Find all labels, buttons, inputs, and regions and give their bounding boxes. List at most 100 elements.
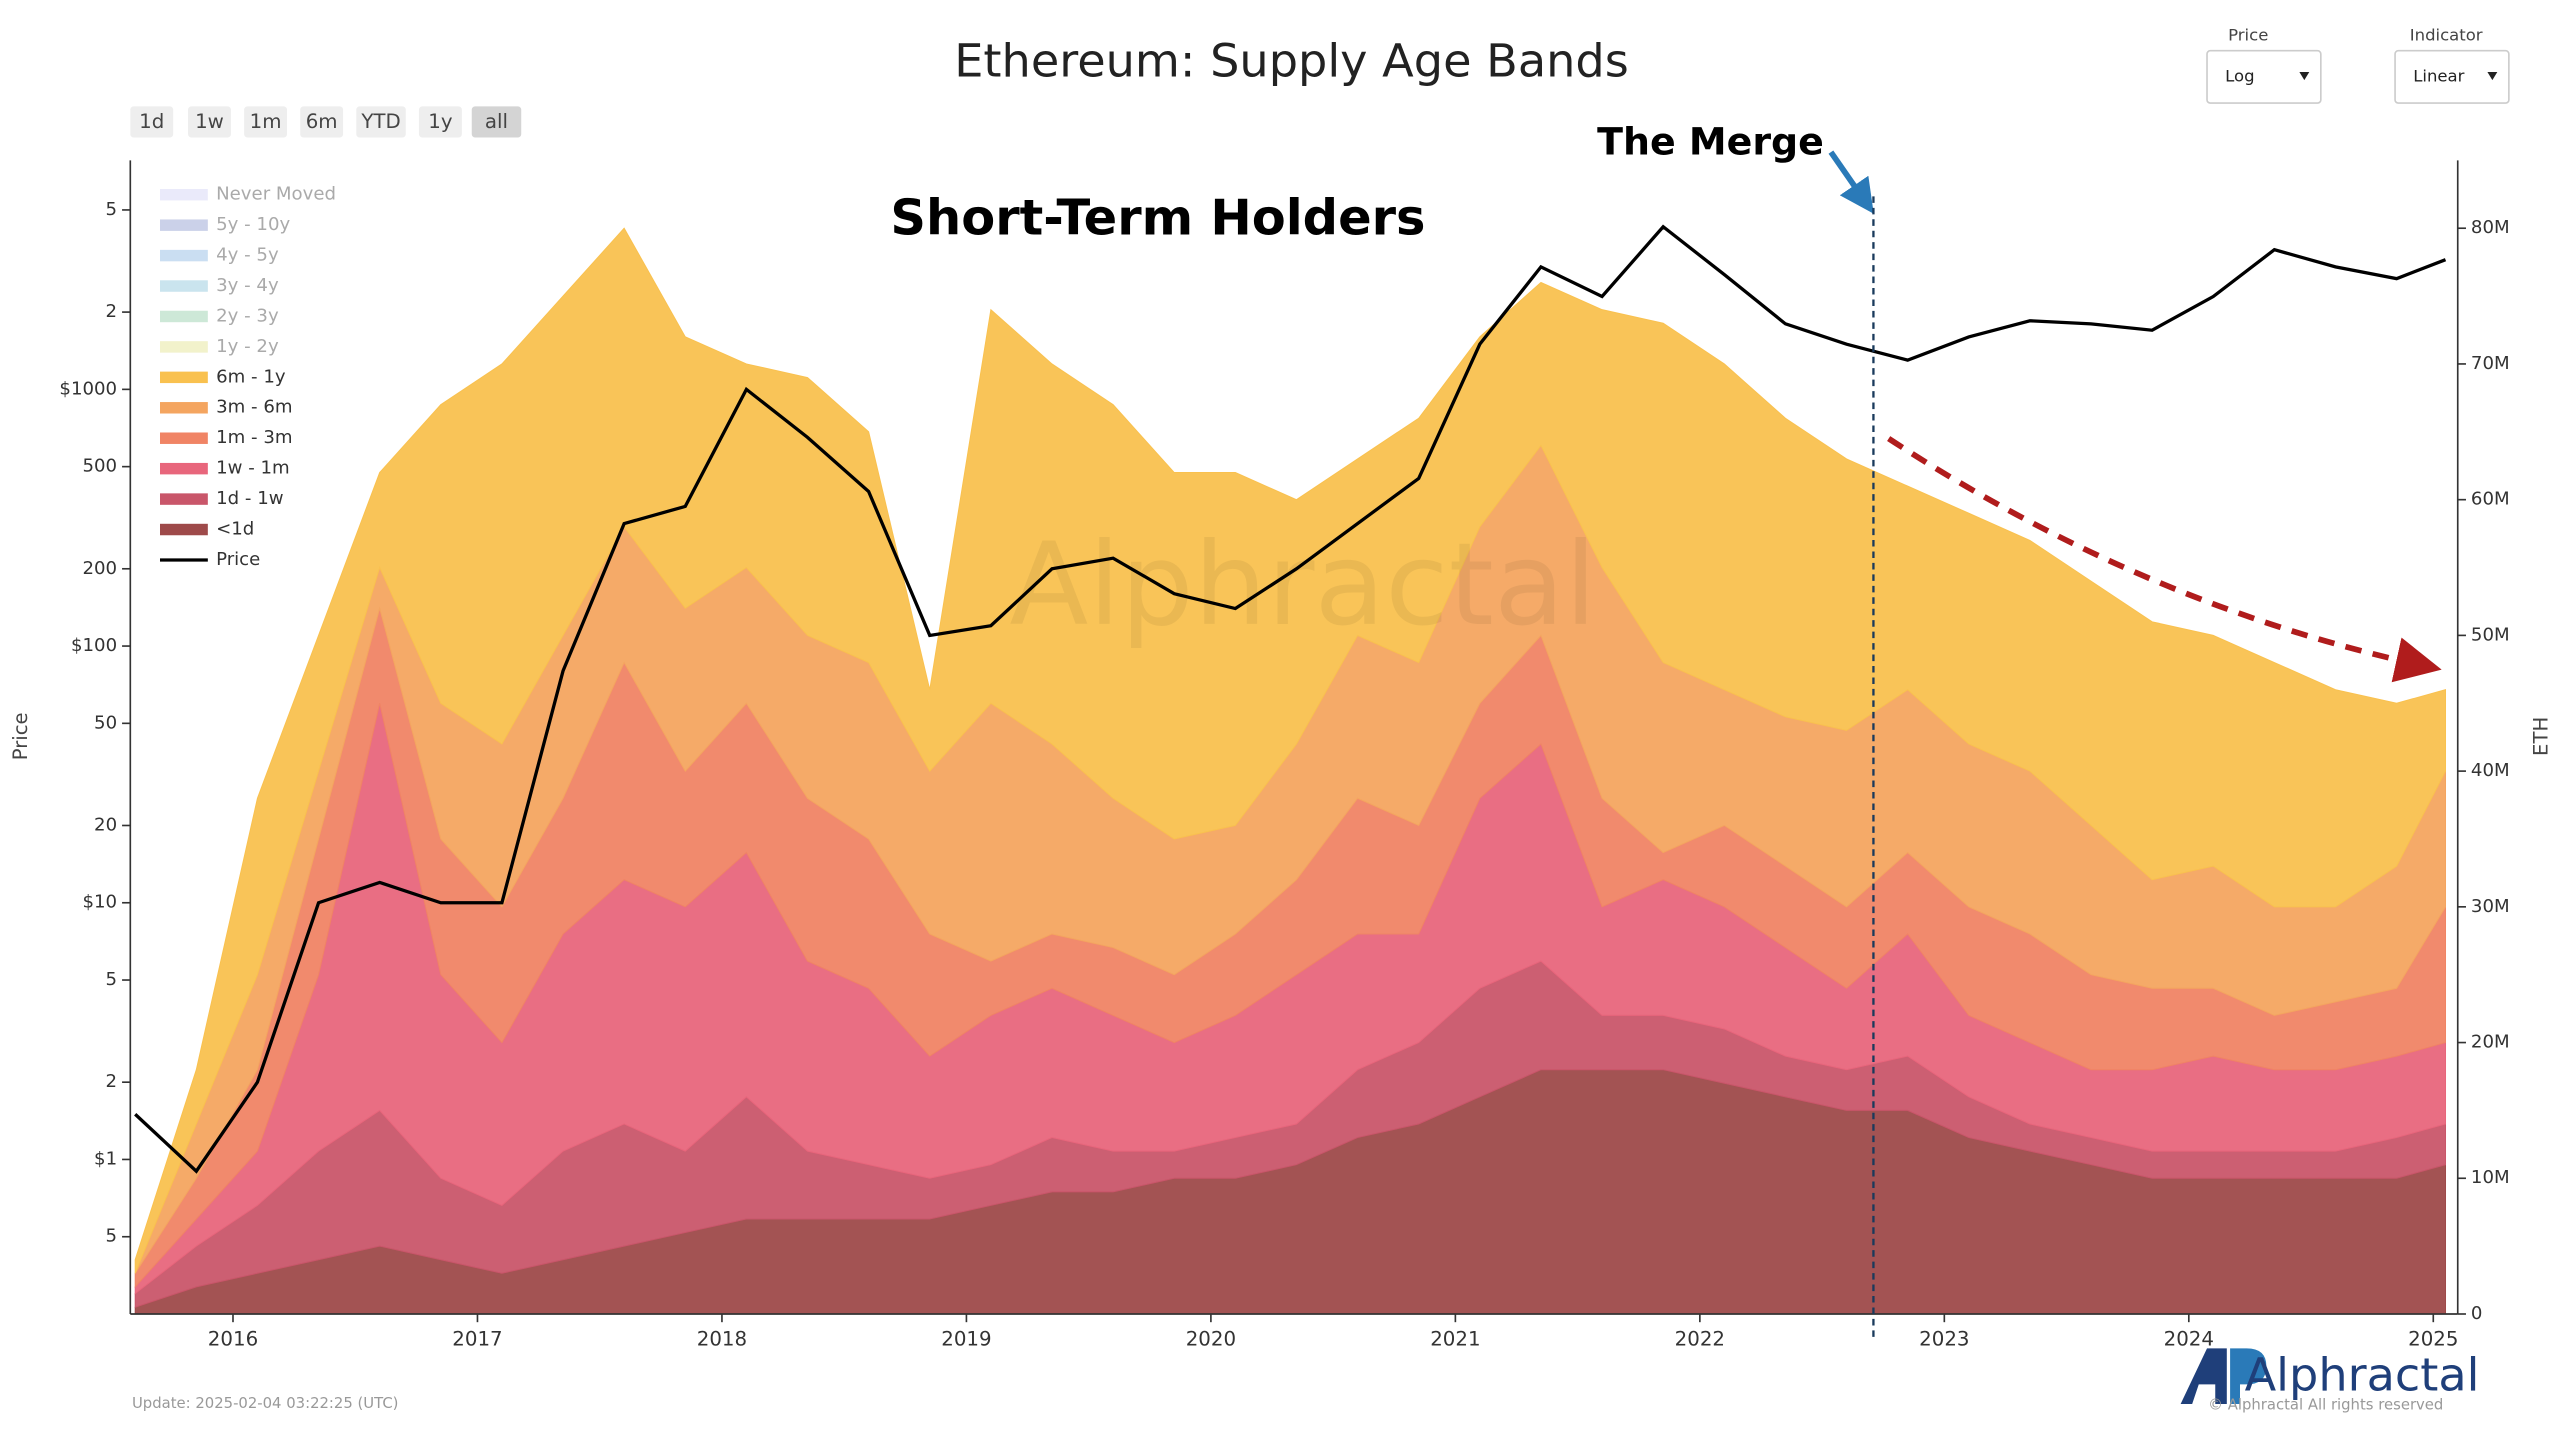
y2-tick-label: 0 [2471, 1303, 2483, 1324]
legend-item[interactable]: <1d [160, 519, 254, 540]
legend-label: 1y - 2y [216, 336, 279, 357]
y-tick-label: 5 [106, 199, 118, 220]
y2-tick-label: 70M [2471, 353, 2510, 374]
legend-swatch [160, 432, 208, 444]
range-button[interactable]: 1w [188, 106, 231, 138]
control-label: Indicator [2410, 26, 2483, 45]
legend-item[interactable]: 5y - 10y [160, 214, 291, 235]
y-tick-label: 2 [106, 1071, 118, 1092]
dropdown-value: Log [2225, 66, 2254, 85]
legend-label: <1d [216, 519, 254, 540]
button-bg [300, 106, 344, 138]
x-tick-label: 2019 [941, 1328, 991, 1351]
legend-swatch [160, 189, 208, 201]
legend-swatch [160, 310, 208, 323]
button-label: 1m [250, 110, 282, 133]
price-line [134, 224, 2447, 1174]
legend-label: Price [216, 549, 260, 570]
legend-swatch [160, 371, 208, 384]
y-tick-label: $1000 [59, 378, 117, 399]
area [134, 227, 2447, 1274]
dropdown-caret [2487, 72, 2498, 81]
event-label: The Merge [1597, 120, 1824, 164]
logo-text: Alphractal [2245, 1347, 2480, 1401]
legend: Never Moved 5y - 10y 4y - 5y 3y - 4y 2y - 3y… [160, 184, 336, 570]
button-label: all [485, 110, 508, 133]
button-bg [244, 106, 288, 138]
y-tick-label: 200 [82, 558, 117, 579]
legend-item[interactable]: 2y - 3y [160, 306, 279, 327]
legend-swatch [160, 462, 208, 475]
button-bg [418, 106, 462, 138]
y-tick-label: $10 [82, 892, 117, 913]
y-tick-label: 2 [106, 301, 118, 322]
y2-tick-label: 40M [2471, 760, 2510, 781]
legend-swatch [160, 249, 208, 262]
x-tick-label: 2024 [2164, 1328, 2214, 1351]
range-button[interactable]: all [471, 106, 522, 138]
button-label: 1y [428, 110, 453, 133]
legend-item[interactable]: Price [160, 549, 260, 570]
x-tick-label: 2020 [1186, 1328, 1236, 1351]
legend-item[interactable]: 1d - 1w [160, 488, 284, 509]
legend-label: 1m - 3m [216, 427, 292, 448]
legend-item[interactable]: 1m - 3m [160, 427, 293, 448]
range-button[interactable]: YTD [356, 106, 406, 138]
y2-tick-label: 30M [2471, 896, 2510, 917]
legend-item[interactable]: Never Moved [160, 184, 336, 205]
merge-arrow [1828, 150, 1874, 214]
y2-tick-label: 80M [2471, 217, 2510, 238]
annotation: Short-Term Holders [890, 189, 1425, 247]
y-axis-title: Price [9, 712, 32, 760]
watermark: Alphractal [1009, 518, 1596, 651]
legend-item[interactable]: 6m - 1y [160, 366, 286, 387]
range-button[interactable]: 1y [418, 106, 462, 138]
x-tick-label: 2022 [1675, 1328, 1725, 1351]
legend-item[interactable]: 3m - 6m [160, 397, 293, 418]
legend-label: Never Moved [216, 184, 336, 205]
x-tick-label: 2023 [1919, 1328, 1969, 1351]
y2-tick-label: 50M [2471, 624, 2510, 645]
button-bg [356, 106, 406, 138]
legend-label: 4y - 5y [216, 245, 279, 266]
range-button[interactable]: 1m [244, 106, 288, 138]
dropdown-value: Linear [2413, 66, 2464, 85]
legend-item[interactable]: 1w - 1m [160, 458, 290, 479]
x-tick-label: 2017 [452, 1328, 502, 1351]
legend-label: 3m - 6m [216, 397, 292, 418]
y2-axis-title: ETH [2529, 717, 2552, 756]
button-bg [471, 106, 522, 138]
y2-tick-label: 20M [2471, 1032, 2510, 1053]
legend-item[interactable]: 3y - 4y [160, 275, 279, 296]
plot-area [134, 224, 2447, 1315]
range-button[interactable]: 6m [300, 106, 344, 138]
trend-arrow [1887, 436, 2442, 683]
y-tick-label: 500 [82, 456, 117, 477]
dropdown-caret [2299, 72, 2310, 81]
legend-swatch [160, 523, 208, 536]
dropdown[interactable] [2394, 49, 2510, 104]
y2-tick-label: 60M [2471, 489, 2510, 510]
logo-mark [2180, 1348, 2267, 1404]
range-button[interactable]: 1d [130, 106, 174, 138]
legend-label: 3y - 4y [216, 275, 279, 296]
control-label: Price [2228, 26, 2268, 45]
legend-label: 1d - 1w [216, 488, 284, 509]
legend-item[interactable]: 4y - 5y [160, 245, 279, 266]
y-tick-label: 5 [106, 1226, 118, 1247]
button-bg [188, 106, 231, 138]
legend-label: 6m - 1y [216, 366, 286, 387]
legend-swatch [160, 402, 208, 414]
dropdown[interactable] [2206, 49, 2322, 104]
y2-tick-label: 10M [2471, 1167, 2510, 1188]
update-time: Update: 2025-02-04 03:22:25 (UTC) [132, 1395, 399, 1412]
y-tick-label: 5 [106, 969, 118, 990]
legend-swatch [160, 280, 208, 292]
copyright: © Alphractal All rights reserved [2208, 1397, 2443, 1414]
legend-label: 2y - 3y [216, 306, 279, 327]
legend-item[interactable]: 1y - 2y [160, 336, 279, 357]
button-label: 1w [195, 110, 224, 133]
y-tick-label: 20 [94, 815, 117, 836]
